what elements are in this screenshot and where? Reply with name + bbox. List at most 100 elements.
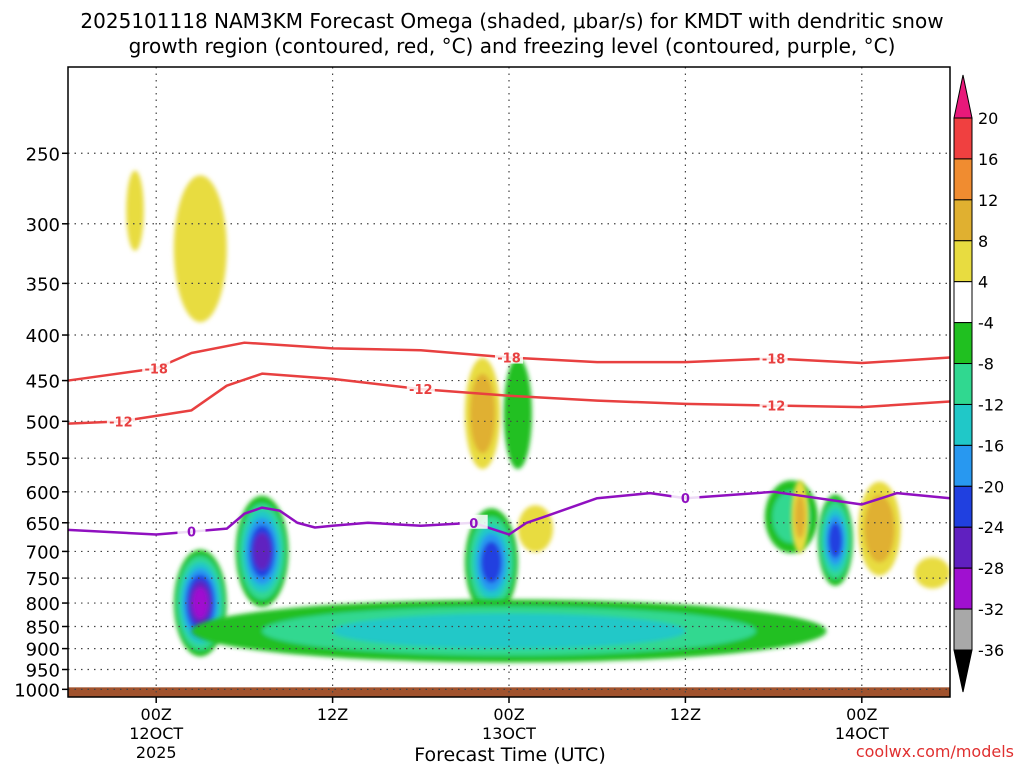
- omega-level--24: [831, 529, 840, 551]
- contour-label-0-0: 0: [187, 526, 196, 541]
- credit-link[interactable]: coolwx.com/models: [855, 742, 1014, 761]
- omega-level-8: [794, 494, 806, 539]
- chart-title-line-2: growth region (contoured, red, °C) and f…: [128, 34, 896, 58]
- colorbar-box-2: [953, 199, 973, 242]
- colorbar-box-3: [953, 240, 973, 283]
- omega-level-5: [129, 186, 141, 235]
- x-tick-label-0-0: 00Z: [141, 705, 172, 724]
- colorbar-box-4: [953, 281, 973, 324]
- colorbar-label--36: -36: [978, 641, 1004, 660]
- contour-line--18-0: [67, 341, 951, 382]
- y-tick-label-850: 850: [26, 617, 60, 638]
- colorbar-box-6: [953, 363, 973, 405]
- axes: 2503003504004505005506006507007508008509…: [14, 66, 951, 762]
- contour-label-bg: [406, 381, 435, 396]
- omega-level-6: [184, 204, 217, 293]
- omega-level--22: [485, 549, 498, 575]
- omega-region-yellow-mid-1: [464, 357, 501, 470]
- omega-region-green-mid-1: [503, 357, 532, 470]
- omega-region-ascent-core-4: [817, 494, 853, 586]
- y-tick-label-700: 700: [26, 542, 60, 563]
- colorbar-label--28: -28: [978, 559, 1004, 578]
- contour-label-0-1: 0: [469, 517, 478, 532]
- y-tick-label-750: 750: [26, 569, 60, 590]
- omega-level-10: [870, 508, 889, 549]
- omega-level-10: [474, 389, 491, 438]
- omega-level-6: [921, 563, 943, 583]
- y-tick-label-350: 350: [26, 274, 60, 295]
- contour-label-bg: [671, 490, 700, 505]
- omega-region-yellow-right-1: [791, 480, 809, 554]
- contour-label-0-2: 0: [681, 492, 690, 507]
- colorbar-label-16: 16: [978, 150, 998, 169]
- contour-label--12-0: -12: [109, 415, 133, 430]
- colorbar-box-10: [953, 526, 973, 569]
- colorbar-label--32: -32: [978, 600, 1004, 619]
- contour-label-bg: [759, 397, 788, 412]
- x-axis-label: Forecast Time (UTC): [414, 744, 606, 766]
- x-tick-label-40-1: 14OCT: [835, 724, 889, 743]
- contour-label--12-1: -12: [409, 383, 433, 398]
- y-tick-label-600: 600: [26, 483, 60, 504]
- omega-level--30: [195, 593, 205, 613]
- gridlines: [68, 67, 950, 697]
- y-tick-label-900: 900: [26, 640, 60, 661]
- omega-level--26: [256, 540, 268, 563]
- y-tick-label-450: 450: [26, 372, 60, 393]
- y-tick-label-250: 250: [26, 144, 60, 165]
- omega-level--14: [403, 620, 615, 642]
- colorbar-box-9: [953, 485, 973, 528]
- x-tick-label-0-1: 12OCT: [129, 724, 183, 743]
- omega-region-low-level-band: [191, 599, 827, 663]
- contour-label-bg: [759, 350, 788, 365]
- colorbar-label--16: -16: [978, 436, 1004, 455]
- colorbar-label--8: -8: [978, 355, 994, 374]
- omega-region-yellow-mid-2: [517, 505, 554, 553]
- colorbar-box-11: [953, 567, 973, 610]
- colorbar-label-20: 20: [978, 109, 998, 128]
- contour-lines: -18 -18 -18 -12 -12 -12 0 0 0: [67, 341, 951, 541]
- contour-label--18-1: -18: [497, 352, 521, 367]
- contour-label-bg: [142, 360, 171, 375]
- colorbar-label--12: -12: [978, 395, 1004, 414]
- colorbar-label--4: -4: [978, 314, 994, 333]
- y-tick-label-650: 650: [26, 514, 60, 535]
- contour-label--18-2: -18: [762, 352, 786, 367]
- contour-label-bg: [459, 514, 488, 529]
- omega-region-ascent-core-2: [235, 495, 289, 608]
- y-tick-label-1000: 1000: [14, 680, 60, 701]
- colorbar-label--20: -20: [978, 477, 1004, 496]
- contour-line-0-2: [67, 490, 951, 536]
- y-tick-label-550: 550: [26, 449, 60, 470]
- colorbar-box-1: [953, 158, 973, 201]
- omega-region-yellow-right-2: [858, 481, 901, 576]
- x-tick-label-40-0: 00Z: [846, 705, 877, 724]
- contour-label--12-2: -12: [762, 400, 786, 415]
- contour-label-bg: [495, 349, 523, 364]
- chart-title-line-1: 2025101118 NAM3KM Forecast Omega (shaded…: [80, 9, 944, 33]
- colorbar-label-8: 8: [978, 232, 988, 251]
- y-tick-label-950: 950: [26, 661, 60, 682]
- y-tick-label-400: 400: [26, 326, 60, 347]
- colorbar-label-12: 12: [978, 191, 998, 210]
- colorbar-box-7: [953, 403, 973, 446]
- contour-line--12-1: [67, 372, 951, 425]
- contour-label--18-0: -18: [144, 362, 168, 377]
- colorbar: 20 16 12 8 4 -4 -8 -12 -16 -20 -24 -28 -32 -36: [953, 74, 1004, 693]
- x-tick-label-30-0: 12Z: [670, 705, 701, 724]
- omega-region-upper-yellow-2: [173, 175, 227, 323]
- contour-label-bg: [106, 413, 135, 428]
- x-tick-label-20-1: 13OCT: [482, 724, 536, 743]
- colorbar-box-5: [953, 322, 973, 365]
- colorbar-label--24: -24: [978, 518, 1004, 537]
- y-tick-label-500: 500: [26, 412, 60, 433]
- x-tick-label-20-0: 00Z: [493, 705, 524, 724]
- omega-region-ascent-core-3: [464, 508, 518, 617]
- colorbar-box-8: [953, 444, 973, 487]
- colorbar-box-12: [953, 608, 973, 651]
- x-tick-label-10-0: 12Z: [317, 705, 348, 724]
- colorbar-bottom-arrow: [953, 649, 973, 693]
- contour-label-bg: [177, 523, 206, 538]
- colorbar-label-4: 4: [978, 273, 988, 292]
